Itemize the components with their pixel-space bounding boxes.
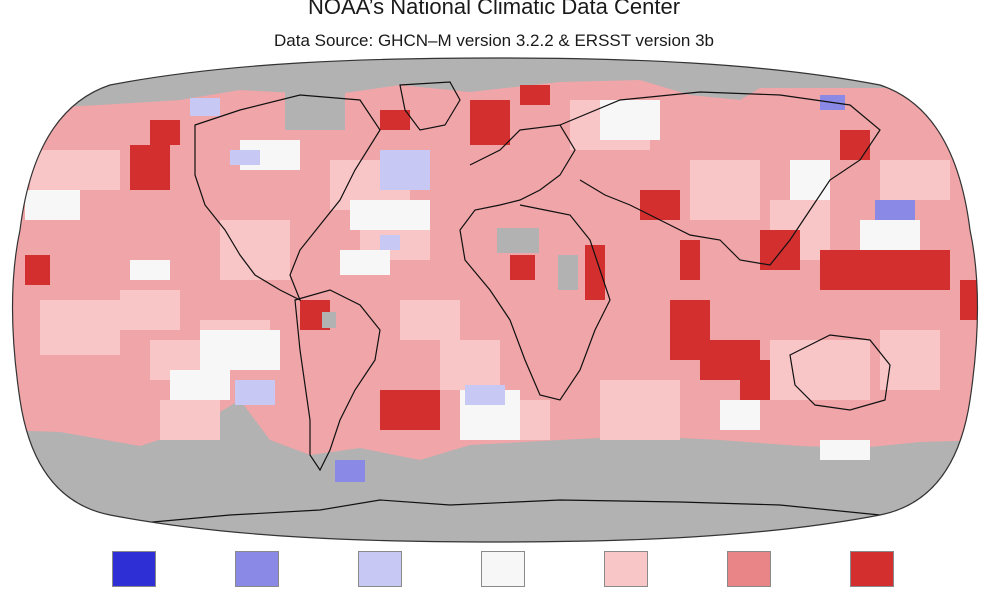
cool-boxes xyxy=(190,98,505,405)
legend-swatch-much-warmer xyxy=(850,551,894,587)
coastlines xyxy=(119,81,891,526)
globe-outline xyxy=(11,57,979,543)
map-title: NOAA’s National Climatic Data Center xyxy=(307,0,681,19)
strong-warm-boxes xyxy=(25,85,978,430)
legend-swatch-warmer xyxy=(727,551,771,587)
data-source-subtitle: Data Source: GHCN–M version 3.2.2 & ERSS… xyxy=(274,31,714,50)
legend-swatch-slightly-cooler xyxy=(358,551,402,587)
antarctic-no-data xyxy=(12,400,978,542)
legend-swatch-slightly-warmer xyxy=(604,551,648,587)
legend-swatch-cooler xyxy=(235,551,279,587)
arctic-no-data xyxy=(12,58,978,110)
color-legend xyxy=(0,551,988,591)
moderately-cool-boxes xyxy=(335,95,915,482)
legend-swatch-much-cooler xyxy=(112,551,156,587)
legend-swatch-near-average xyxy=(481,551,525,587)
